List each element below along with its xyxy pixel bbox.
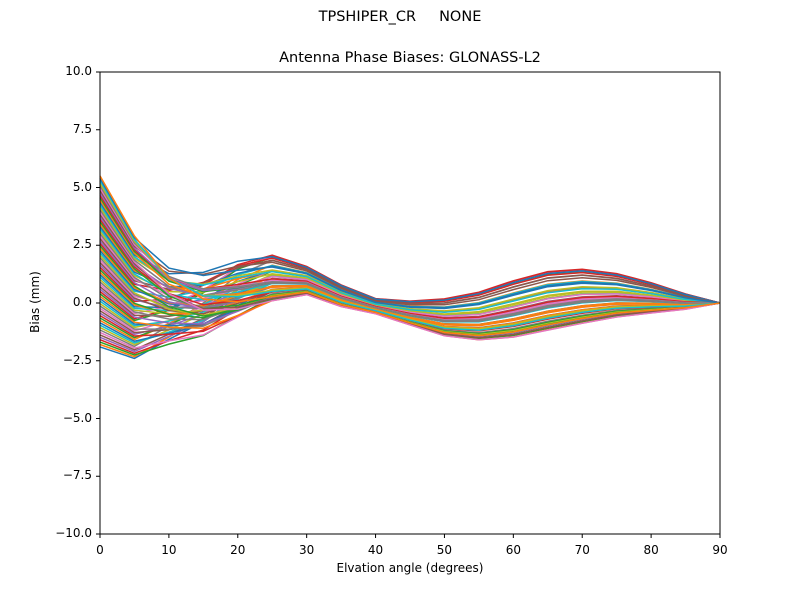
chart-title: Antenna Phase Biases: GLONASS-L2: [279, 50, 541, 66]
series-line: [99, 204, 721, 313]
series-line: [99, 180, 721, 331]
y-tick-label: −5.0: [62, 410, 92, 425]
x-tick-label: 80: [643, 543, 659, 557]
series-line: [99, 178, 721, 310]
series-line: [99, 185, 721, 322]
y-tick-label: −2.5: [62, 352, 92, 367]
y-tick-label: 2.5: [72, 237, 92, 252]
x-tick-label: 70: [574, 543, 590, 557]
series-line: [99, 214, 721, 339]
y-tick-label: 7.5: [72, 121, 92, 136]
y-axis-label: Bias (mm): [28, 271, 42, 333]
y-tick-label: 10.0: [65, 64, 92, 78]
x-tick-label: 50: [436, 543, 453, 557]
y-tick-label: 5.0: [72, 179, 92, 194]
axis-ticks: [96, 71, 721, 538]
y-tick-label: 0.0: [72, 295, 92, 309]
x-axis-label: Elvation angle (degrees): [336, 561, 484, 575]
x-tick-label: 40: [367, 543, 384, 557]
series-line: [99, 175, 721, 337]
series-line: [99, 206, 721, 312]
x-tick-label: 60: [505, 543, 521, 557]
x-tick-label: 90: [712, 543, 728, 557]
series-line: [99, 230, 721, 315]
y-tick-label: −7.5: [62, 468, 92, 483]
figure-suptitle: TPSHIPER_CR NONE: [318, 9, 482, 25]
series-line: [99, 238, 721, 305]
x-tick-label: 20: [230, 543, 246, 557]
x-tick-label: 10: [161, 543, 177, 557]
x-tick-label: 30: [299, 543, 315, 557]
series-line: [99, 201, 721, 304]
series-line: [99, 211, 721, 341]
y-tick-label: −10.0: [55, 526, 92, 540]
series-lines: [99, 175, 721, 360]
series-line: [99, 190, 721, 306]
x-tick-label: 0: [96, 543, 104, 557]
series-line: [99, 259, 721, 317]
